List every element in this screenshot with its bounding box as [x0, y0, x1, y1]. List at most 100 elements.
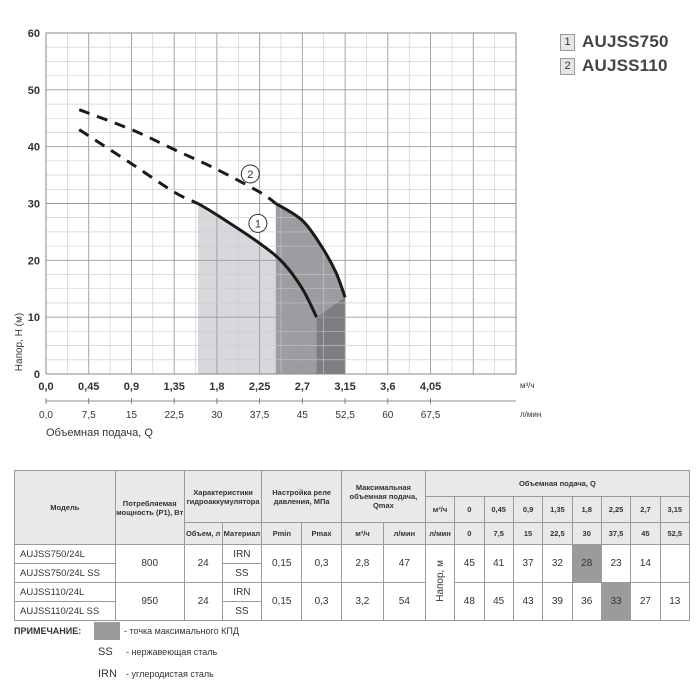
x-tick-label-lmin: 15: [126, 410, 138, 421]
x-tick-label-lmin: 30: [211, 410, 223, 421]
th-volume: Объем, л: [183, 522, 223, 545]
series-1-marker-label: 1: [255, 218, 261, 230]
x-tick-label-m3h: 4,05: [420, 381, 441, 393]
pmin-cell: 0,15: [261, 582, 303, 621]
head-value-cell: 14: [630, 544, 661, 583]
th-flow-m3h-4: 1,8: [571, 496, 602, 523]
head-value-cell: 36: [571, 582, 602, 621]
th-flow-m3h-2: 0,9: [512, 496, 544, 523]
x-tick-label-m3h: 0,9: [124, 381, 139, 393]
qmax-m3h-cell: 3,2: [340, 582, 384, 621]
th-flow-lmin-4: 30: [571, 522, 602, 545]
performance-curves: 12: [78, 108, 347, 318]
model-cell: AUJSS110/24L SS: [14, 601, 116, 621]
th-flow-lmin-3: 22,5: [542, 522, 573, 545]
note-irn-key: IRN: [98, 668, 117, 680]
y-tick-label: 0: [34, 369, 40, 381]
efficiency-swatch: [94, 622, 120, 640]
volume-cell: 24: [183, 582, 223, 621]
x-tick-label-m3h: 0,0: [38, 381, 53, 393]
series-1-marker: [248, 213, 268, 233]
legend-number-2: 2: [560, 57, 575, 75]
th-flow: Объемная подача, Q: [424, 470, 691, 497]
head-value-cell: 37: [512, 544, 544, 583]
chart-axes: 0 10 20 30 40 50 60 0,0 0,45 0,9 1,35 1,8 2,25 2,7 3,1…: [28, 28, 516, 421]
head-value-cell: 45: [483, 582, 514, 621]
th-flow-m3h-3: 1,35: [542, 496, 573, 523]
spec-table: Модель Потребляемая мощность (P1), Вт Ха…: [14, 470, 691, 621]
power-cell: 800: [114, 544, 185, 583]
note-efficiency-text: - точка максимального КПД: [124, 626, 239, 636]
series-2-marker-label: 2: [247, 169, 253, 181]
table-row: AUJSS110/24L SS SS: [14, 601, 690, 621]
th-flow-m3h-label: м³/ч: [424, 496, 456, 523]
th-relay: Настройка реле давления, МПа: [261, 470, 342, 523]
material-cell: SS: [221, 563, 263, 583]
note-ss-text: - нержавеющая сталь: [126, 647, 218, 657]
note-ss-key: SS: [98, 646, 113, 658]
y-tick-label: 10: [28, 312, 40, 324]
x-axis-unit-m3h: м³/ч: [520, 381, 535, 390]
power-cell: 950: [114, 582, 185, 621]
qmax-m3h-cell: 2,8: [340, 544, 384, 583]
head-value-cell: 43: [512, 582, 544, 621]
series-2-marker: [240, 164, 260, 184]
x-tick-label-m3h: 0,45: [78, 381, 99, 393]
pmin-cell: 0,15: [261, 544, 303, 583]
th-flow-m3h-1: 0,45: [483, 496, 514, 523]
th-qmax-m3h: м³/ч: [340, 522, 384, 545]
x-tick-label-m3h: 2,25: [249, 381, 270, 393]
th-flow-m3h-0: 0: [454, 496, 485, 523]
th-flow-m3h-7: 3,15: [659, 496, 691, 523]
th-pmin: Pmin: [261, 522, 303, 545]
th-flow-lmin-6: 45: [630, 522, 661, 545]
head-value-cell: 39: [542, 582, 573, 621]
y-tick-label: 60: [28, 28, 40, 40]
th-flow-m3h-6: 2,7: [630, 496, 661, 523]
th-model: Модель: [14, 470, 116, 545]
th-flow-m3h-5: 2,25: [600, 496, 632, 523]
head-value-cell: 13: [659, 582, 691, 621]
th-qmax: Максимальная объемная подача, Qmax: [340, 470, 426, 523]
chart-legend: 1 AUJSS750 2 AUJSS110: [560, 30, 669, 78]
legend-name-2: AUJSS110: [582, 56, 668, 75]
th-flow-lmin-label: л/мин: [424, 522, 456, 545]
th-flow-lmin-1: 7,5: [483, 522, 514, 545]
y-axis-label: Напор, Н (м): [14, 313, 25, 371]
y-tick-label: 40: [28, 142, 40, 154]
volume-cell: 24: [183, 544, 223, 583]
head-value-cell: 45: [454, 544, 485, 583]
x-tick-label-lmin: 22,5: [164, 410, 184, 421]
y-tick-label: 30: [28, 199, 40, 211]
y-tick-label: 50: [28, 85, 40, 97]
series-2-solid-line: [274, 202, 347, 298]
legend-item-1: 1 AUJSS750: [560, 30, 669, 54]
th-accumulator: Характеристики гидроаккумулятора: [183, 470, 263, 523]
note-irn-text: - углеродистая сталь: [126, 669, 214, 679]
head-value-cell: 28: [571, 544, 602, 583]
head-value-cell: 23: [600, 544, 632, 583]
legend-item-2: 2 AUJSS110: [560, 54, 669, 78]
y-tick-label: 20: [28, 255, 40, 267]
th-qmax-lmin: л/мин: [382, 522, 426, 545]
th-flow-lmin-0: 0: [454, 522, 485, 545]
x-tick-label-lmin: 7,5: [82, 410, 96, 421]
x-tick-label-lmin: 52,5: [335, 410, 355, 421]
th-flow-lmin-5: 37,5: [600, 522, 632, 545]
x-axis-label: Объемная подача, Q: [46, 427, 153, 439]
x-tick-label-lmin: 37,5: [250, 410, 270, 421]
x-tick-label-m3h: 2,7: [295, 381, 310, 393]
x-tick-label-lmin: 0,0: [39, 410, 53, 421]
notes-title: ПРИМЕЧАНИЕ:: [14, 626, 82, 636]
th-pmax: Pmax: [301, 522, 342, 545]
table-row: AUJSS750/24L SS SS: [14, 563, 690, 583]
series-2-dashed-line: [78, 108, 277, 205]
plot-border: [45, 32, 517, 375]
model-cell: AUJSS110/24L: [14, 582, 116, 602]
material-cell: SS: [221, 601, 263, 621]
table-row: AUJSS110/24L 950 24 IRN 0,15 0,3 3,2 54 48 45 43 39…: [14, 582, 691, 621]
x-tick-label-lmin: 45: [297, 410, 309, 421]
material-cell: IRN: [221, 582, 263, 602]
series-1-solid-line: [197, 202, 318, 318]
